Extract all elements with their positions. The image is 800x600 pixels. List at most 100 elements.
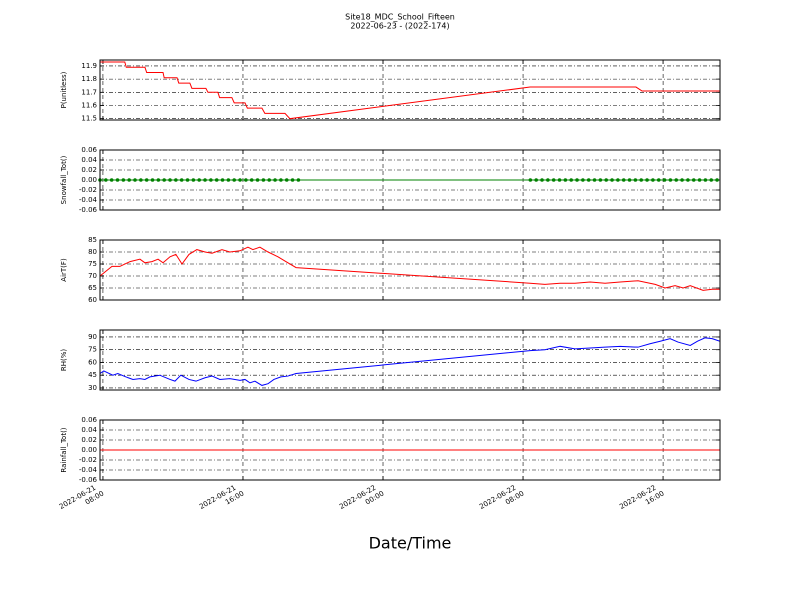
data-point	[703, 178, 708, 182]
data-point	[104, 178, 108, 182]
data-point	[528, 178, 533, 182]
data-point	[150, 178, 155, 182]
data-point	[563, 178, 568, 182]
data-point	[168, 178, 172, 182]
y-tick-label: 0.04	[81, 426, 97, 434]
y-tick-label: 0.04	[81, 156, 97, 164]
data-point	[639, 178, 644, 182]
data-line	[99, 246, 720, 291]
data-point	[255, 178, 260, 182]
y-tick-label: 0.00	[81, 446, 97, 454]
data-point	[232, 178, 237, 182]
data-point	[267, 178, 272, 182]
y-tick-label: -0.06	[79, 476, 98, 484]
data-point	[139, 178, 143, 182]
y-tick-label: 30	[88, 384, 97, 392]
data-point	[616, 178, 620, 182]
y-tick-label: 75	[88, 260, 97, 268]
y-tick-label: 0.00	[81, 176, 97, 184]
data-point	[109, 178, 114, 182]
y-tick-label: 45	[88, 371, 97, 379]
data-point	[715, 178, 719, 182]
y-axis-label: P(unitless)	[60, 71, 68, 108]
data-point	[569, 178, 573, 182]
y-tick-label: 11.9	[81, 62, 97, 70]
data-point	[592, 178, 597, 182]
data-point	[162, 178, 166, 182]
data-point	[697, 178, 702, 182]
data-point	[581, 178, 585, 182]
plot-frame	[99, 329, 721, 391]
data-point	[220, 178, 225, 182]
plot-frame	[99, 419, 721, 481]
y-axis-label: AirT(F)	[60, 258, 68, 282]
data-point	[133, 178, 137, 182]
data-point	[144, 178, 149, 182]
y-tick-label: 0.02	[81, 436, 97, 444]
data-point	[209, 178, 213, 182]
plot-frame	[99, 149, 721, 211]
data-point	[621, 178, 626, 182]
data-point	[115, 178, 120, 182]
y-axis-label: RH(%)	[60, 349, 68, 372]
y-tick-label: 0.06	[81, 416, 97, 424]
data-point	[203, 178, 207, 182]
data-point	[709, 178, 714, 182]
data-point	[645, 178, 649, 182]
data-point	[121, 178, 126, 182]
y-axis-label: Rainfall_Tot()	[60, 427, 68, 472]
y-tick-label: -0.04	[79, 196, 98, 204]
data-point	[586, 178, 591, 182]
y-axis-label: Snowfall_Tot()	[60, 155, 68, 204]
y-tick-label: 11.7	[81, 88, 97, 96]
data-point	[674, 178, 679, 182]
data-point	[534, 178, 538, 182]
data-point	[575, 178, 579, 182]
y-tick-label: 85	[88, 236, 97, 244]
y-tick-label: -0.02	[79, 456, 97, 464]
y-tick-label: 0.02	[81, 166, 97, 174]
chart-subtitle: 2022-06-23 - (2022-174)	[350, 22, 449, 31]
data-line	[99, 337, 721, 386]
data-point	[651, 178, 655, 182]
data-point	[604, 178, 609, 182]
data-point	[127, 178, 131, 182]
data-point	[540, 178, 544, 182]
data-point	[156, 178, 161, 182]
x-tick-label: 2022-06-22 16:00	[618, 482, 665, 519]
data-point	[633, 178, 638, 182]
data-point	[296, 178, 301, 182]
data-point	[185, 178, 190, 182]
data-point	[546, 178, 550, 182]
y-tick-label: 90	[88, 333, 97, 341]
y-tick-label: -0.04	[79, 466, 98, 474]
y-tick-label: 65	[88, 284, 97, 292]
data-point	[551, 178, 556, 182]
data-point	[284, 178, 289, 182]
data-point	[686, 178, 690, 182]
y-tick-label: -0.02	[79, 186, 97, 194]
data-point	[279, 178, 283, 182]
data-point	[273, 178, 277, 182]
data-point	[261, 178, 266, 182]
y-tick-label: 80	[88, 248, 97, 256]
data-point	[244, 178, 248, 182]
data-point	[662, 178, 667, 182]
data-point	[174, 178, 178, 182]
y-tick-label: 60	[88, 296, 97, 304]
data-point	[197, 178, 201, 182]
x-axis-label: Date/Time	[369, 534, 452, 553]
data-point	[691, 178, 696, 182]
x-tick-label: 2022-06-22 00:00	[338, 482, 385, 519]
y-tick-label: 11.6	[81, 101, 97, 109]
chart-title: Site18_MDC_School_Fifteen	[345, 13, 455, 22]
data-point	[290, 178, 295, 182]
plot-frame	[99, 59, 721, 121]
data-point	[598, 178, 603, 182]
y-tick-label: 70	[88, 272, 97, 280]
y-tick-label: 11.8	[81, 75, 97, 83]
data-line	[100, 61, 720, 120]
data-point	[226, 178, 231, 182]
data-point	[238, 178, 242, 182]
